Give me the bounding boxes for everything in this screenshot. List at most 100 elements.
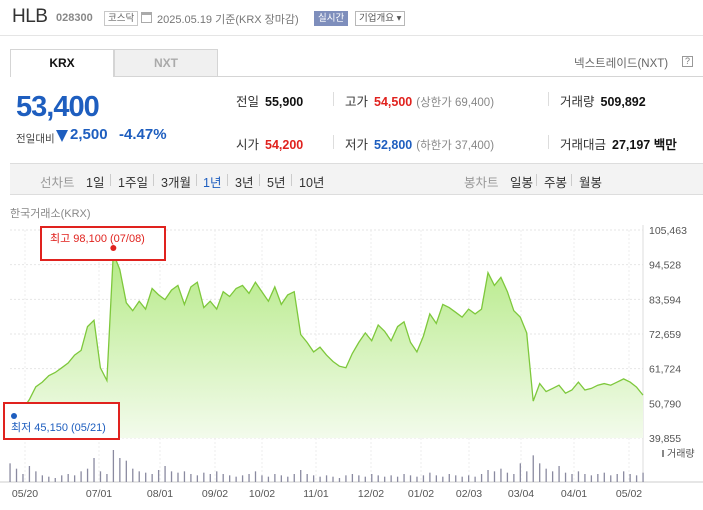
x-tick-label: 11/01 <box>303 488 329 500</box>
period-1y[interactable]: 1년 <box>203 176 222 190</box>
stock-code: 028300 <box>56 12 93 24</box>
volume-bar <box>532 455 534 482</box>
chart-grid <box>0 225 703 483</box>
volume-bar <box>261 475 263 482</box>
volume-bar <box>15 468 18 482</box>
divider <box>536 174 537 186</box>
volume-bar <box>500 468 502 482</box>
stat-high: 고가 54,500 (상한가 69,400) <box>345 91 494 110</box>
volume-bar <box>203 472 205 482</box>
volume-bar <box>468 475 470 482</box>
volume-bar <box>99 471 102 482</box>
x-tick-label: 10/02 <box>249 488 275 500</box>
volume-bar <box>577 471 580 482</box>
period-10y[interactable]: 10년 <box>299 176 325 190</box>
current-price: 53,400 <box>16 91 100 123</box>
volume-bar <box>377 475 379 482</box>
volume-bar <box>526 471 528 482</box>
volume-bar <box>584 474 586 482</box>
realtime-button[interactable]: 실시간 <box>314 11 349 26</box>
x-tick-label: 05/02 <box>616 488 642 500</box>
stat-low-value: 52,800 <box>374 138 413 152</box>
volume-bar <box>28 466 31 482</box>
volume-bar <box>67 474 69 482</box>
volume-bar <box>300 470 302 482</box>
volume-bar <box>119 458 121 482</box>
period-1w[interactable]: 1주일 <box>118 176 148 190</box>
stat-open-value: 54,200 <box>265 138 304 152</box>
volume-bar <box>48 476 50 482</box>
volume-bar <box>293 474 295 482</box>
x-tick-label: 09/02 <box>202 488 228 500</box>
stat-prev: 전일 55,900 <box>236 91 303 110</box>
volume-bar <box>138 471 140 482</box>
tab-krx[interactable]: KRX <box>10 49 114 77</box>
min-label: 최저 45,150 (05/21) <box>11 421 106 434</box>
volume-bar <box>325 475 328 482</box>
candle-monthly[interactable]: 월봉 <box>579 176 603 190</box>
volume-bar <box>558 466 560 482</box>
y-tick-label: 61,724 <box>649 364 681 376</box>
volume-bar <box>610 475 612 482</box>
volume-bar <box>80 471 82 482</box>
company-overview-label: 기업개요 <box>359 13 394 24</box>
volume-bar <box>35 471 37 482</box>
volume-bar <box>190 474 192 482</box>
volume-bar <box>493 471 496 482</box>
volume-bar <box>623 471 625 482</box>
volume-bar <box>603 472 605 482</box>
volume-bar <box>157 470 160 482</box>
lower-limit: (하한가 37,400) <box>416 140 495 152</box>
volume-bar <box>519 463 521 482</box>
volume-bar <box>54 478 56 482</box>
volume-bar <box>73 475 76 482</box>
volume-legend: 거래량 <box>667 448 695 460</box>
divider <box>259 174 260 186</box>
volume-bar <box>312 475 315 482</box>
stock-name: HLB <box>12 6 48 27</box>
change-label: 전일대비 <box>16 133 55 145</box>
volume-bar <box>448 474 450 482</box>
candle-weekly[interactable]: 주봉 <box>544 176 568 190</box>
divider <box>153 174 154 186</box>
tab-nxt[interactable]: NXT <box>114 49 218 77</box>
volume-bar <box>506 472 509 482</box>
volume-bar <box>384 476 386 482</box>
period-1d[interactable]: 1일 <box>86 176 105 190</box>
volume-bar <box>351 474 354 482</box>
x-tick-label: 12/02 <box>358 488 384 500</box>
divider <box>571 174 572 186</box>
period-3y[interactable]: 3년 <box>235 176 254 190</box>
x-axis-labels: 05/20 07/01 08/01 09/02 10/02 11/01 12/02 01/02… <box>12 488 642 500</box>
stat-amount: 거래대금 27,197 백만 <box>560 134 677 153</box>
volume-bar <box>403 474 405 482</box>
volume-bar <box>267 476 270 482</box>
volume-bar <box>409 475 412 482</box>
stat-prev-label: 전일 <box>236 95 260 109</box>
volume-bar <box>435 475 438 482</box>
company-overview-button[interactable]: 기업개요 ▾ <box>355 11 406 26</box>
help-icon[interactable]: ? <box>682 56 693 67</box>
volume-bar <box>564 472 567 482</box>
period-bar: 선차트 1일 1주일 3개월 1년 3년 5년 10년 봉차트 일봉 주봉 월봉 <box>10 163 703 195</box>
upper-limit: (상한가 69,400) <box>416 97 495 109</box>
volume-bar <box>461 476 463 482</box>
nextrade-link[interactable]: 넥스트레이드(NXT) <box>574 58 669 70</box>
y-tick-label: 105,463 <box>649 225 687 237</box>
period-3m[interactable]: 3개월 <box>161 176 191 190</box>
volume-bar <box>287 476 289 482</box>
stat-volume: 거래량 509,892 <box>560 91 646 110</box>
x-tick-label: 05/20 <box>12 488 38 500</box>
volume-bar <box>332 476 334 482</box>
divider <box>227 174 228 186</box>
y-tick-label: 94,528 <box>649 260 681 272</box>
volume-bar <box>371 474 373 482</box>
candle-daily[interactable]: 일봉 <box>510 176 534 190</box>
x-tick-label: 01/02 <box>408 488 434 500</box>
max-label: 최고 98,100 (07/08) <box>50 232 145 245</box>
volume-bar <box>132 468 134 482</box>
period-5y[interactable]: 5년 <box>267 176 286 190</box>
volume-bar <box>235 476 237 482</box>
y-tick-label: 83,594 <box>649 294 681 306</box>
y-axis-labels: 105,463 94,528 83,594 72,659 61,724 50,790 39,… <box>649 225 687 445</box>
